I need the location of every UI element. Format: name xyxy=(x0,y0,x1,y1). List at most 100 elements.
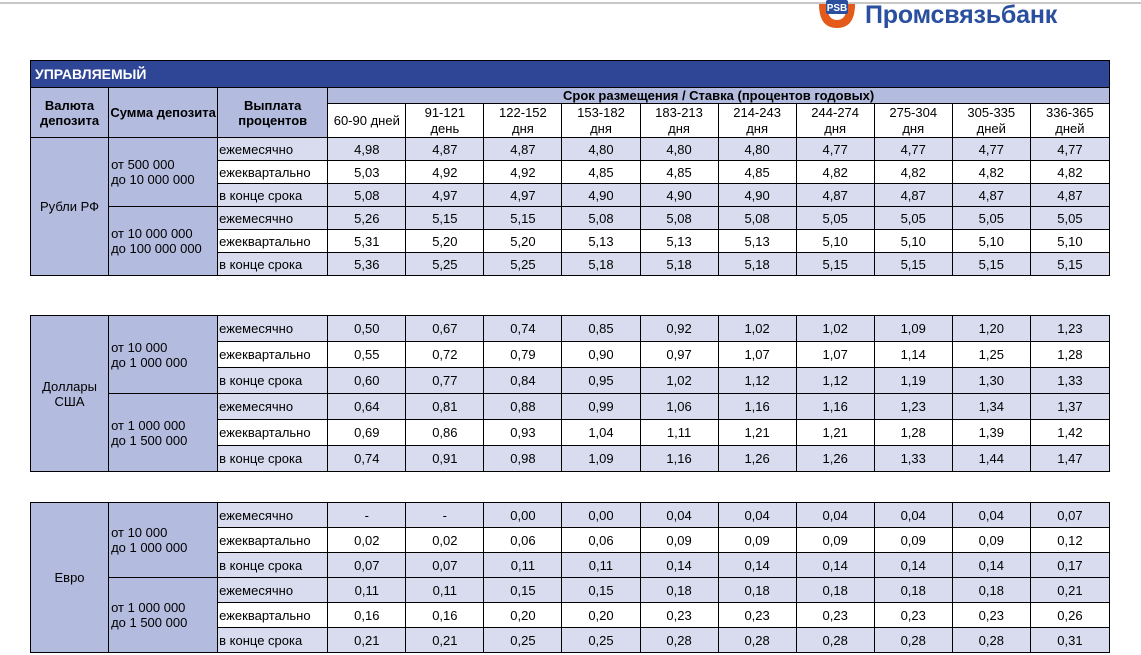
currency-cell: Рубли РФ xyxy=(29,137,110,276)
rate-cell: 0,14 xyxy=(639,552,719,578)
payout-cell: в конце срока xyxy=(217,367,329,394)
rate-cell: 4,77 xyxy=(951,137,1031,161)
term-header: 275-304 дня xyxy=(873,103,953,138)
amount-line: от 1 000 000 xyxy=(111,417,186,433)
rate-cell: 4,77 xyxy=(795,137,875,161)
rate-row: в конце срока 0,60 0,77 0,84 0,95 1,02 1,12 1,1… xyxy=(31,367,1111,394)
rate-cell: 5,25 xyxy=(405,252,485,276)
rate-cell: 4,85 xyxy=(561,160,641,184)
rate-cell: 0,55 xyxy=(327,341,407,368)
term-header-line: 183-213 xyxy=(655,104,703,120)
rate-cell: 4,80 xyxy=(561,137,641,161)
rate-cell: 1,28 xyxy=(1029,341,1111,368)
payout-cell: ежемесячно xyxy=(217,206,329,230)
rate-cell: 4,87 xyxy=(405,137,485,161)
rate-cell: 0,07 xyxy=(405,552,485,578)
rate-cell: 0,85 xyxy=(561,315,641,342)
rate-cell: - xyxy=(405,502,485,528)
rate-cell: 4,85 xyxy=(639,160,719,184)
rate-cell: 1,39 xyxy=(951,419,1031,446)
rate-cell: 0,11 xyxy=(405,577,485,603)
rate-cell: 4,97 xyxy=(405,183,485,207)
term-header-unit: дня xyxy=(824,120,847,136)
rate-row: ежеквартально 0,02 0,02 0,06 0,06 0,09 0,09 0,0… xyxy=(31,527,1111,553)
term-header-line: 60-90 дней xyxy=(333,112,400,128)
rate-cell: 0,81 xyxy=(405,393,485,420)
rate-cell: 0,21 xyxy=(327,627,407,653)
deposit-rates-table-rub: УПРАВЛЯЕМЫЙ Валюта депозита Сумма депози… xyxy=(29,60,1111,276)
rate-cell: 0,14 xyxy=(717,552,797,578)
rate-cell: 0,90 xyxy=(561,341,641,368)
rate-cell: 1,21 xyxy=(717,419,797,446)
rate-cell: 5,05 xyxy=(951,206,1031,230)
rate-cell: 4,87 xyxy=(1029,183,1111,207)
rate-cell: 1,23 xyxy=(1029,315,1111,342)
rate-cell: 0,26 xyxy=(1029,602,1111,628)
bank-logo-icon: PSB xyxy=(817,0,857,30)
rate-row: в конце срока 5,08 4,97 4,97 4,90 4,90 4,90 4,8… xyxy=(31,183,1111,207)
rate-cell: 1,25 xyxy=(951,341,1031,368)
term-header-line: 214-243 xyxy=(733,104,781,120)
rate-cell: 5,13 xyxy=(561,229,641,253)
term-header-line: 275-304 xyxy=(889,104,938,120)
rate-cell: 1,09 xyxy=(873,315,953,342)
page-top-rule xyxy=(0,2,1141,4)
term-header: 122-152 дня xyxy=(483,103,563,138)
amount-cell: от 1 000 000 до 1 500 000 xyxy=(108,577,219,653)
rate-cell: 0,23 xyxy=(873,602,953,628)
payout-cell: ежеквартально xyxy=(217,160,329,184)
term-header: 153-182 дня xyxy=(561,103,641,138)
rate-cell: 0,72 xyxy=(405,341,485,368)
rate-cell: 0,23 xyxy=(639,602,719,628)
rate-cell: 5,13 xyxy=(717,229,797,253)
rate-cell: 0,67 xyxy=(405,315,485,342)
rate-cell: 5,10 xyxy=(1029,229,1111,253)
rate-cell: 0,09 xyxy=(951,527,1031,553)
amount-cell: от 1 000 000 до 1 500 000 xyxy=(108,393,219,472)
rate-cell: 0,02 xyxy=(327,527,407,553)
rate-row: в конце срока 0,07 0,07 0,11 0,11 0,14 0,14 0,1… xyxy=(31,552,1111,578)
rate-cell: 4,97 xyxy=(483,183,563,207)
term-header: 183-213 дня xyxy=(639,103,719,138)
amount-cell: от 10 000 до 1 000 000 xyxy=(108,315,219,394)
rate-row: от 1 000 000 до 1 500 000 ежемесячно 0,11 0,… xyxy=(31,577,1111,653)
rate-row: от 10 000 000 до 100 000 000 ежемесячно 5,2… xyxy=(31,206,1111,276)
term-header: 305-335 дней xyxy=(951,103,1031,138)
bank-name: Промсвязьбанк xyxy=(865,0,1058,29)
rate-cell: 1,44 xyxy=(951,445,1031,472)
amount-line: от 10 000 xyxy=(111,525,168,540)
rate-cell: 5,03 xyxy=(327,160,407,184)
rate-cell: 0,23 xyxy=(951,602,1031,628)
rate-cell: 4,87 xyxy=(795,183,875,207)
rate-cell: 0,91 xyxy=(405,445,485,472)
rate-cell: 1,04 xyxy=(561,419,641,446)
term-header: 91-121 день xyxy=(405,103,485,138)
rate-cell: 0,09 xyxy=(873,527,953,553)
rate-cell: 5,10 xyxy=(951,229,1031,253)
rate-cell: 1,21 xyxy=(795,419,875,446)
rate-cell: 0,28 xyxy=(717,627,797,653)
rate-cell: 0,00 xyxy=(561,502,641,528)
rate-cell: 1,12 xyxy=(717,367,797,394)
rate-cell: 0,95 xyxy=(561,367,641,394)
payout-cell: ежеквартально xyxy=(217,527,329,553)
rate-row: Евро от 10 000 до 1 000 000 ежемесячно - -0,0… xyxy=(29,502,1111,653)
rate-cell: 5,05 xyxy=(873,206,953,230)
rate-cell: 1,26 xyxy=(717,445,797,472)
rate-cell: 1,06 xyxy=(639,393,719,420)
rate-cell: 0,16 xyxy=(405,602,485,628)
rate-cell: 4,87 xyxy=(951,183,1031,207)
term-header-unit: дня xyxy=(902,120,925,136)
rate-cell: 0,98 xyxy=(483,445,563,472)
rate-cell: 5,08 xyxy=(327,183,407,207)
rate-cell: 0,11 xyxy=(561,552,641,578)
rate-cell: 0,04 xyxy=(639,502,719,528)
rate-cell: 0,18 xyxy=(639,577,719,603)
rate-cell: 0,23 xyxy=(795,602,875,628)
rate-cell: 1,07 xyxy=(795,341,875,368)
term-header-unit: дня xyxy=(512,120,534,136)
rate-cell: 1,34 xyxy=(951,393,1031,420)
amount-line: от 1 000 000 xyxy=(111,600,186,615)
rate-cell: 4,90 xyxy=(639,183,719,207)
amount-cell: от 10 000 000 до 100 000 000 xyxy=(108,206,219,276)
